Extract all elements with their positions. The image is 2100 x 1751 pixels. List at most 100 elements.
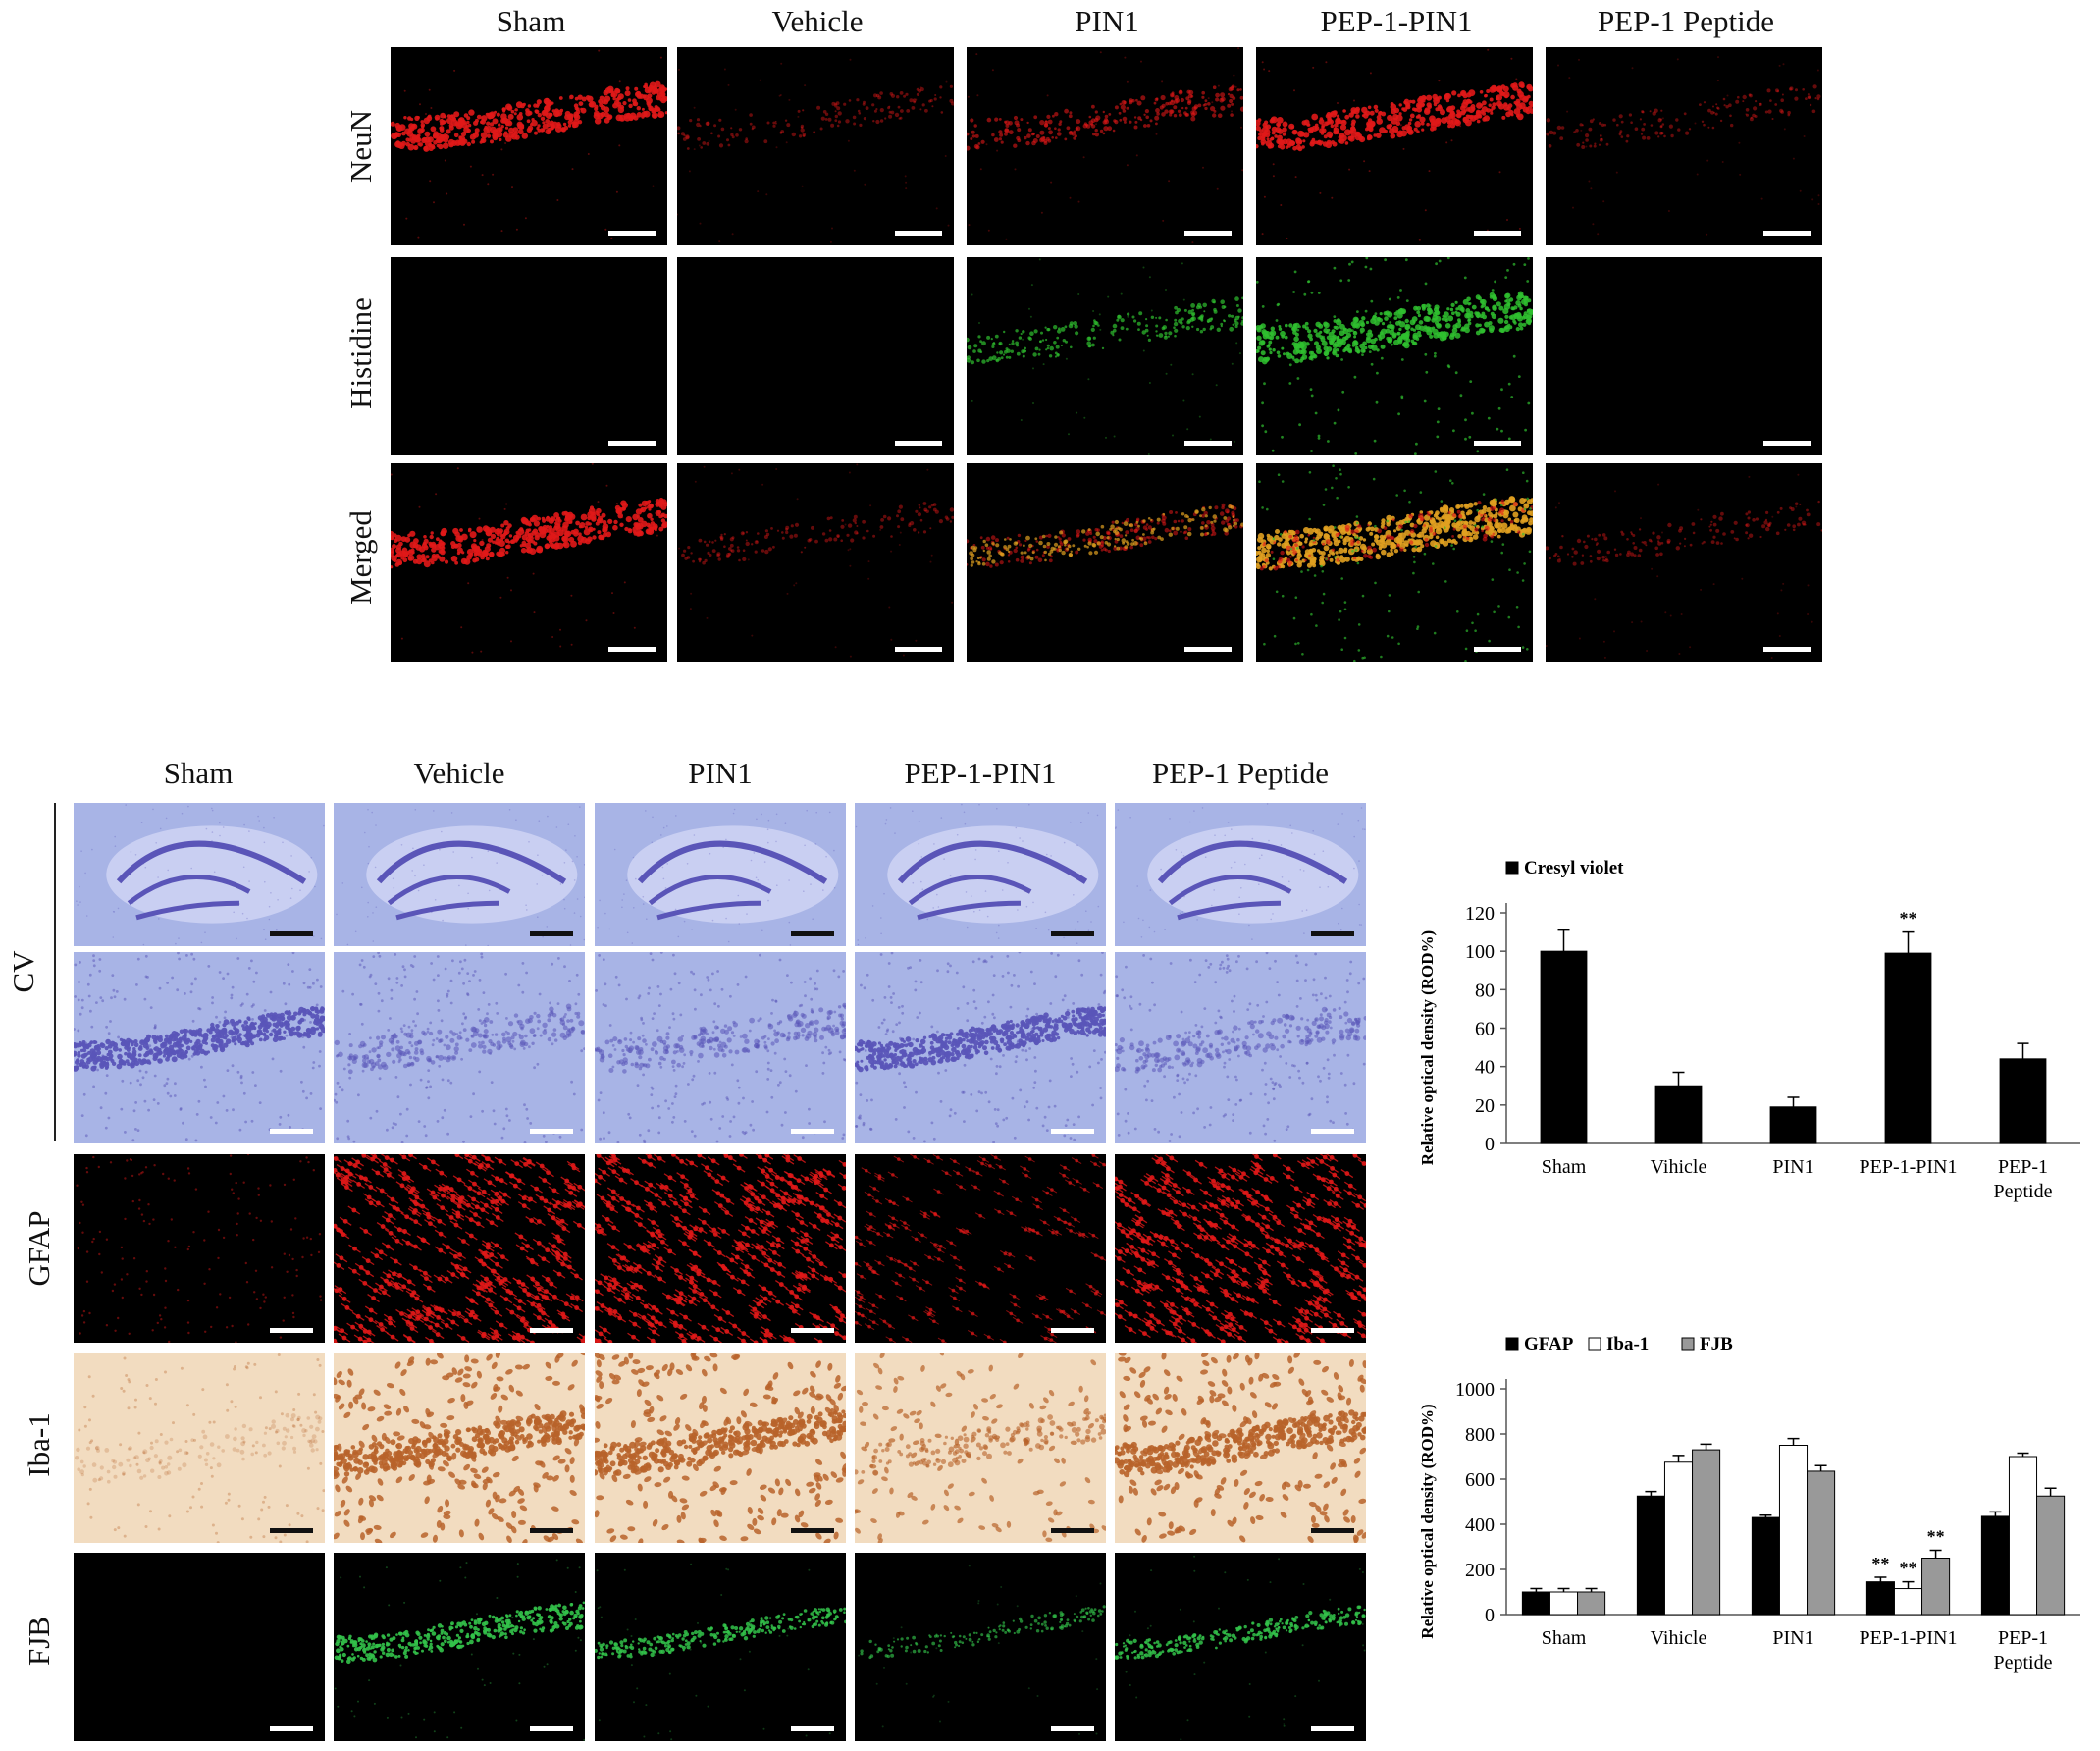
panel-fjb-pep1-pin1 — [855, 1553, 1106, 1741]
top-col-pep1-pin1: PEP-1-PIN1 — [1320, 4, 1473, 38]
bar — [1540, 950, 1588, 1144]
x-category-label: Peptide — [1994, 1181, 2053, 1202]
x-category-label: Vihicle — [1651, 1156, 1707, 1178]
error-bar — [2017, 1452, 2029, 1457]
panel-cv-low-pep1-pin1 — [855, 803, 1106, 946]
error-bar — [1700, 1443, 1712, 1451]
significance-marker: ** — [1871, 1554, 1889, 1573]
panel-histidine-pep1-peptide — [1546, 257, 1822, 455]
error-bar — [1814, 1464, 1827, 1471]
significance-marker: ** — [1900, 909, 1917, 929]
cresyl-violet-chart: Cresyl violet 0 20 40 60 80 100 120 Relative opt… — [1403, 844, 2090, 1242]
scale-bar — [530, 1328, 573, 1333]
panel-iba1-vehicle — [334, 1353, 585, 1543]
panel-cv-high-vehicle — [334, 952, 585, 1143]
bottom-row-gfap: GFAP — [22, 1210, 56, 1287]
x-category-label: Vihicle — [1651, 1627, 1707, 1649]
panel-iba1-pin1 — [595, 1353, 846, 1543]
bar — [1751, 1516, 1780, 1616]
scale-bar — [270, 1726, 313, 1731]
scale-bar — [1184, 441, 1232, 446]
gfap-iba1-fjb-chart: GFAP Iba-1 FJB 0 200 400 600 800 1000 Relative op… — [1403, 1320, 2090, 1713]
legend-label: Cresyl violet — [1524, 858, 1624, 878]
error-bar — [2044, 1487, 2057, 1497]
panel-cv-low-vehicle — [334, 803, 585, 946]
panel-histidine-pin1 — [967, 257, 1243, 455]
panel-cv-high-pep1-peptide — [1115, 952, 1366, 1143]
scale-bar — [1763, 647, 1811, 652]
scale-bar — [1184, 647, 1232, 652]
bottom-col-vehicle: Vehicle — [413, 756, 505, 790]
y-tick-label: 0 — [1485, 1605, 1495, 1626]
bottom-col-sham: Sham — [163, 756, 234, 790]
scale-bar — [1474, 231, 1521, 236]
bar — [1769, 1106, 1817, 1144]
x-category-label: PEP-1 — [1998, 1627, 2048, 1649]
scale-bar — [530, 1129, 573, 1134]
panel-gfap-pin1 — [595, 1154, 846, 1343]
scale-bar — [1311, 1528, 1354, 1533]
x-category-label: Sham — [1542, 1156, 1587, 1178]
panel-cv-high-pep1-pin1 — [855, 952, 1106, 1143]
bar — [1577, 1591, 1606, 1616]
scale-bar — [1051, 931, 1094, 936]
bar — [1692, 1449, 1721, 1616]
panel-cv-high-pin1 — [595, 952, 846, 1143]
bar — [1865, 1581, 1895, 1616]
panel-merged-pin1 — [967, 463, 1243, 662]
bottom-col-pep1-peptide: PEP-1 Peptide — [1152, 756, 1329, 790]
legend-swatch — [1505, 861, 1519, 875]
scale-bar — [791, 931, 834, 936]
scale-bar — [530, 931, 573, 936]
panel-iba1-sham — [74, 1353, 325, 1543]
scale-bar — [1051, 1726, 1094, 1731]
bottom-col-pin1: PIN1 — [688, 756, 753, 790]
scale-bar — [1051, 1328, 1094, 1333]
x-category-label: PIN1 — [1772, 1627, 1813, 1649]
scale-bar — [1474, 647, 1521, 652]
significance-marker: ** — [1927, 1526, 1945, 1546]
scale-bar — [895, 231, 942, 236]
x-category-label: PIN1 — [1772, 1156, 1813, 1178]
panel-histidine-pep1-pin1 — [1256, 257, 1533, 455]
panel-merged-sham — [391, 463, 667, 662]
panel-histidine-vehicle — [677, 257, 954, 455]
bar — [2008, 1456, 2038, 1616]
panel-merged-pep1-pin1 — [1256, 463, 1533, 662]
error-bar — [2017, 1042, 2029, 1059]
panel-gfap-sham — [74, 1154, 325, 1343]
y-tick-label: 100 — [1465, 941, 1495, 963]
bar — [1999, 1058, 2047, 1144]
top-col-sham: Sham — [496, 4, 566, 38]
panel-fjb-pin1 — [595, 1553, 846, 1741]
y-tick-label: 0 — [1485, 1134, 1495, 1155]
bar — [1521, 1591, 1550, 1616]
top-col-pin1: PIN1 — [1075, 4, 1139, 38]
cv-bracket-line — [54, 803, 56, 1141]
bar — [1663, 1461, 1694, 1616]
bar — [1778, 1445, 1809, 1616]
scale-bar — [895, 647, 942, 652]
panel-neun-pep1-peptide — [1546, 47, 1822, 245]
panel-gfap-pep1-pin1 — [855, 1154, 1106, 1343]
scale-bar — [1311, 1726, 1354, 1731]
error-bar — [1787, 1437, 1800, 1446]
bar — [1884, 952, 1932, 1144]
scale-bar — [791, 1328, 834, 1333]
x-category-label: PEP-1-PIN1 — [1859, 1156, 1957, 1178]
scale-bar — [270, 931, 313, 936]
legend-label: FJB — [1700, 1334, 1733, 1354]
scale-bar — [530, 1528, 573, 1533]
scale-bar — [608, 231, 656, 236]
bar — [1980, 1515, 2010, 1616]
panel-gfap-vehicle — [334, 1154, 585, 1343]
y-axis-label: Relative optical density (ROD%) — [1418, 930, 1437, 1165]
x-category-label: PEP-1 — [1998, 1156, 2048, 1178]
panel-neun-pin1 — [967, 47, 1243, 245]
panel-iba1-pep1-peptide — [1115, 1353, 1366, 1543]
error-bar — [1530, 1587, 1543, 1592]
bottom-row-cv: CV — [6, 950, 40, 993]
legend-swatch — [1681, 1337, 1695, 1351]
error-bar — [1874, 1576, 1887, 1582]
bar — [1893, 1588, 1923, 1616]
